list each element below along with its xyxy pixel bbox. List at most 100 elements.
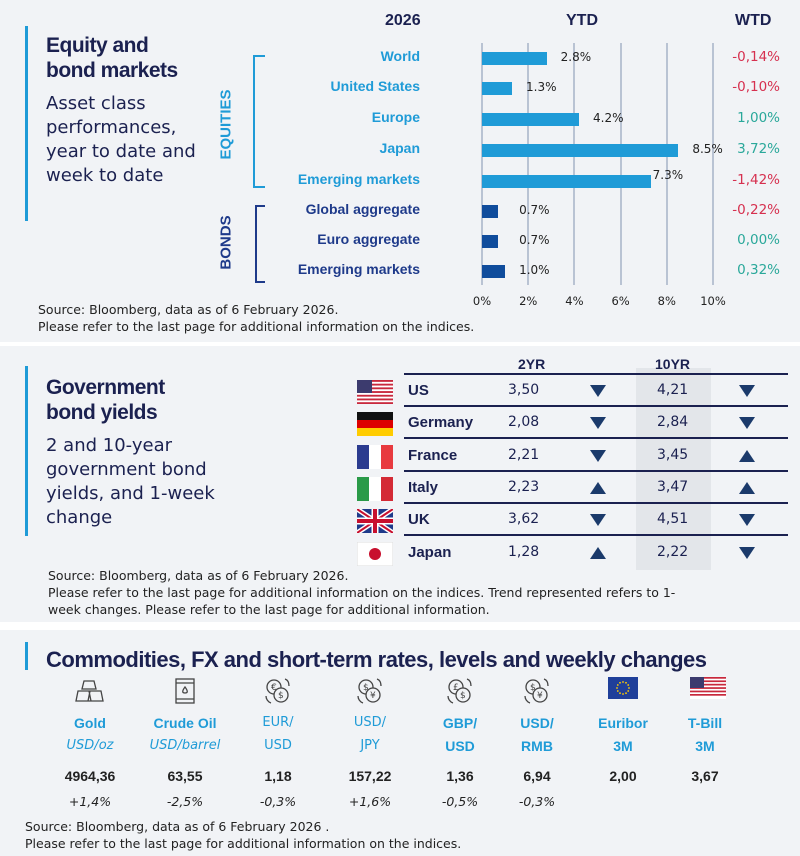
italy-flag-icon (357, 476, 393, 501)
commodity-value: 157,22 (348, 768, 392, 784)
country-name: Germany (408, 414, 474, 432)
commodity-unit: USD (264, 738, 292, 753)
pound-dollar-exchange-icon: £ $ (445, 677, 475, 705)
commodity-value: 4964,36 (64, 768, 116, 784)
gridline (573, 43, 576, 285)
commodity-change: -2,5% (166, 794, 204, 809)
source-line: Please refer to the last page for additi… (48, 585, 676, 600)
panel-subtitle: Asset class performances, year to date a… (46, 93, 196, 186)
country-name: Japan (408, 543, 452, 561)
accent-bar (25, 642, 28, 670)
uk-flag-icon (357, 509, 393, 534)
bar-value-label: 0.7% (519, 233, 550, 247)
wtd-value: -1,42% (732, 172, 780, 188)
x-tick-label: 0% (472, 294, 492, 308)
panel-title: Equity and bond markets (46, 33, 178, 83)
category-label: Europe (371, 109, 420, 125)
commodity-name: Euribor (598, 715, 648, 731)
bar-value-label: 1.3% (526, 80, 557, 94)
gridline (619, 43, 622, 285)
yield-row: Germany 2,08 2,84 (404, 407, 788, 440)
yield-2yr: 2,23 (508, 478, 540, 495)
bar-value-label: 1.0% (519, 263, 550, 277)
trend-down-icon (590, 417, 606, 430)
source-line: Source: Bloomberg, data as of 6 February… (25, 819, 330, 834)
yield-10yr: 2,22 (657, 543, 689, 560)
source-note: Source: Bloomberg, data as of 6 February… (48, 567, 768, 618)
wtd-value: 0,00% (737, 232, 780, 248)
trend-up-icon (590, 481, 606, 494)
country-name: US (408, 382, 429, 399)
wtd-header: WTD (735, 12, 772, 29)
commodity-name: T-Bill (687, 715, 723, 731)
commodity-name: USD/ (353, 715, 387, 730)
commodity-change: -0,3% (259, 794, 297, 809)
svg-text:$: $ (460, 691, 466, 701)
commodity-change: +1,6% (348, 794, 392, 809)
euro-dollar-exchange-icon: € $ (263, 677, 293, 705)
us-flag-icon (357, 380, 393, 404)
yield-2yr: 2,21 (508, 446, 540, 463)
wtd-value: -0,14% (732, 49, 780, 65)
wtd-value: 0,32% (737, 262, 780, 278)
svg-text:¥: ¥ (370, 691, 376, 701)
yield-row: France 2,21 3,45 (404, 440, 788, 472)
bonds-bracket (255, 205, 265, 283)
gridline (527, 43, 530, 285)
category-label: Japan (379, 140, 420, 156)
eu-flag-icon (608, 677, 638, 705)
gridline (712, 43, 714, 285)
yield-2yr: 1,28 (508, 543, 540, 560)
x-tick-label: 6% (611, 294, 630, 308)
germany-flag-icon (357, 412, 393, 437)
commodity-name: EUR/ (262, 715, 294, 730)
wtd-value: 3,72% (737, 141, 780, 157)
panel-title: Government bond yields (46, 375, 165, 425)
commodity-name: GBP/ (442, 715, 478, 731)
commodity-unit: USD/oz (66, 738, 114, 753)
trend-down-icon (590, 449, 606, 462)
gridline (665, 43, 668, 285)
category-label: Euro aggregate (317, 231, 420, 247)
title-line: Equity and (46, 34, 149, 57)
commodity-value: 6,94 (523, 768, 551, 784)
ytd-bar (482, 265, 506, 278)
ytd-bar (482, 205, 499, 218)
country-name: UK (408, 511, 430, 529)
svg-text:€: € (271, 683, 277, 693)
yield-row: UK 3,62 4,51 (404, 504, 788, 537)
source-line: week changes. Please refer to the last p… (48, 602, 490, 617)
ytd-bar (482, 82, 513, 95)
country-name: France (408, 446, 458, 464)
ytd-bar (482, 235, 499, 248)
commodity-value: 63,55 (167, 768, 203, 784)
2yr-header: 2YR (518, 356, 546, 372)
title-line: Government (46, 376, 165, 399)
trend-down-icon (739, 514, 755, 527)
bar-value-label: 4.2% (593, 111, 624, 125)
yield-10yr: 3,45 (657, 446, 689, 463)
ytd-bar (482, 113, 580, 126)
wtd-value: -0,10% (732, 79, 780, 95)
trend-down-icon (590, 385, 606, 397)
svg-text:$: $ (278, 691, 284, 701)
10yr-column-shade (636, 368, 711, 570)
gold-bars-icon (75, 677, 105, 705)
x-tick-label: 4% (565, 294, 584, 308)
trend-up-icon (590, 546, 606, 559)
japan-flag-icon (357, 541, 393, 566)
source-line: Please refer to the last page for additi… (38, 319, 475, 334)
equities-group-label: EQUITIES (217, 89, 235, 160)
wtd-value: -0,22% (732, 202, 780, 218)
equities-bracket (253, 55, 265, 188)
commodities-panel: Commodities, FX and short-term rates, le… (0, 630, 800, 856)
gridline (481, 43, 483, 285)
bar-value-label: 2.8% (560, 50, 592, 64)
bond-yields-panel: Government bond yields 2 and 10-year gove… (0, 346, 800, 622)
commodity-change: +1,4% (68, 794, 112, 809)
commodity-value: 1,36 (446, 768, 474, 784)
x-tick-label: 2% (519, 294, 538, 308)
yield-row: Italy 2,23 3,47 (404, 472, 788, 504)
commodity-unit: JPY (360, 738, 380, 753)
commodity-name: USD/ (520, 715, 554, 731)
